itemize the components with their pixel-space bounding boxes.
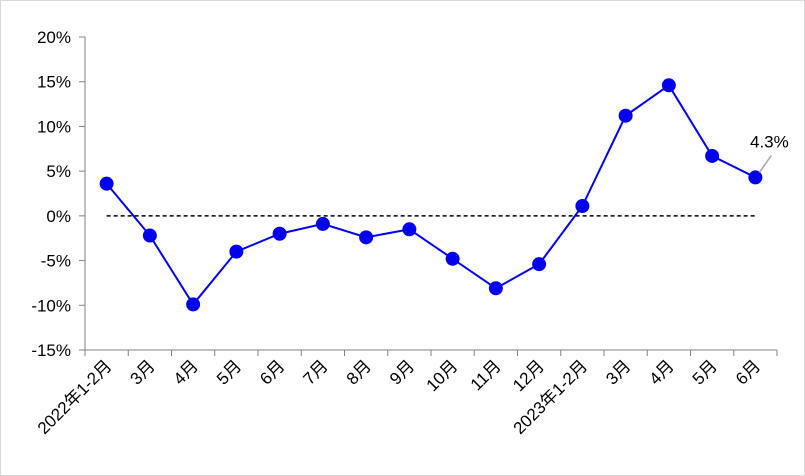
- x-category-label: 3月: [127, 356, 159, 388]
- series-line: [105, 83, 756, 307]
- series: [99, 78, 763, 312]
- data-point: [618, 108, 633, 123]
- y-tick-label: 5%: [46, 162, 71, 181]
- y-tick-label: 0%: [46, 207, 71, 226]
- x-category-label: 4月: [646, 356, 678, 388]
- data-point: [445, 251, 460, 266]
- x-axis: 2022年1-2月 3月 4月 5月 6月 7月 8月 9月 10月 11月 12月2023年1-2…: [34, 349, 778, 438]
- x-category-label: 9月: [386, 356, 418, 388]
- y-tick-label: -5%: [41, 252, 71, 271]
- x-category-label: 5月: [689, 356, 721, 388]
- x-category-label: 10月: [423, 356, 462, 395]
- y-tick-label: 10%: [37, 117, 71, 136]
- data-point: [532, 257, 547, 272]
- x-category-label: 6月: [732, 356, 764, 388]
- y-axis: 20% 15% 10% 5% 0% -5% -10% -15%: [31, 28, 86, 360]
- y-tick-label: -10%: [31, 296, 71, 315]
- data-label: 4.3%: [750, 132, 789, 151]
- x-category-label: 4月: [170, 356, 202, 388]
- x-category-label: 6月: [256, 356, 288, 388]
- data-point: [272, 226, 287, 241]
- y-tick-label: -15%: [31, 341, 71, 360]
- data-point: [186, 297, 201, 312]
- x-category-label: 11月: [467, 356, 505, 394]
- x-category-label: 7月: [300, 356, 332, 388]
- data-point: [229, 244, 244, 259]
- data-point: [488, 281, 503, 296]
- x-category-label: 12月: [509, 356, 548, 395]
- data-point: [142, 228, 157, 243]
- y-tick-label: 15%: [37, 73, 71, 92]
- annotation-leader-line: [758, 154, 772, 173]
- data-point: [705, 148, 720, 163]
- x-category-label: 8月: [343, 356, 375, 388]
- data-point: [402, 222, 417, 237]
- x-category-label: 2022年1-2月: [34, 356, 116, 438]
- annotations: 4.3%: [750, 132, 789, 173]
- data-point: [748, 170, 763, 185]
- x-category-label: 5月: [213, 356, 245, 388]
- data-point: [575, 199, 590, 214]
- data-point: [661, 78, 676, 93]
- data-point: [315, 216, 330, 231]
- y-tick-label: 20%: [37, 28, 71, 47]
- data-point: [359, 230, 374, 245]
- x-category-label: 3月: [602, 356, 634, 388]
- data-point: [99, 176, 114, 191]
